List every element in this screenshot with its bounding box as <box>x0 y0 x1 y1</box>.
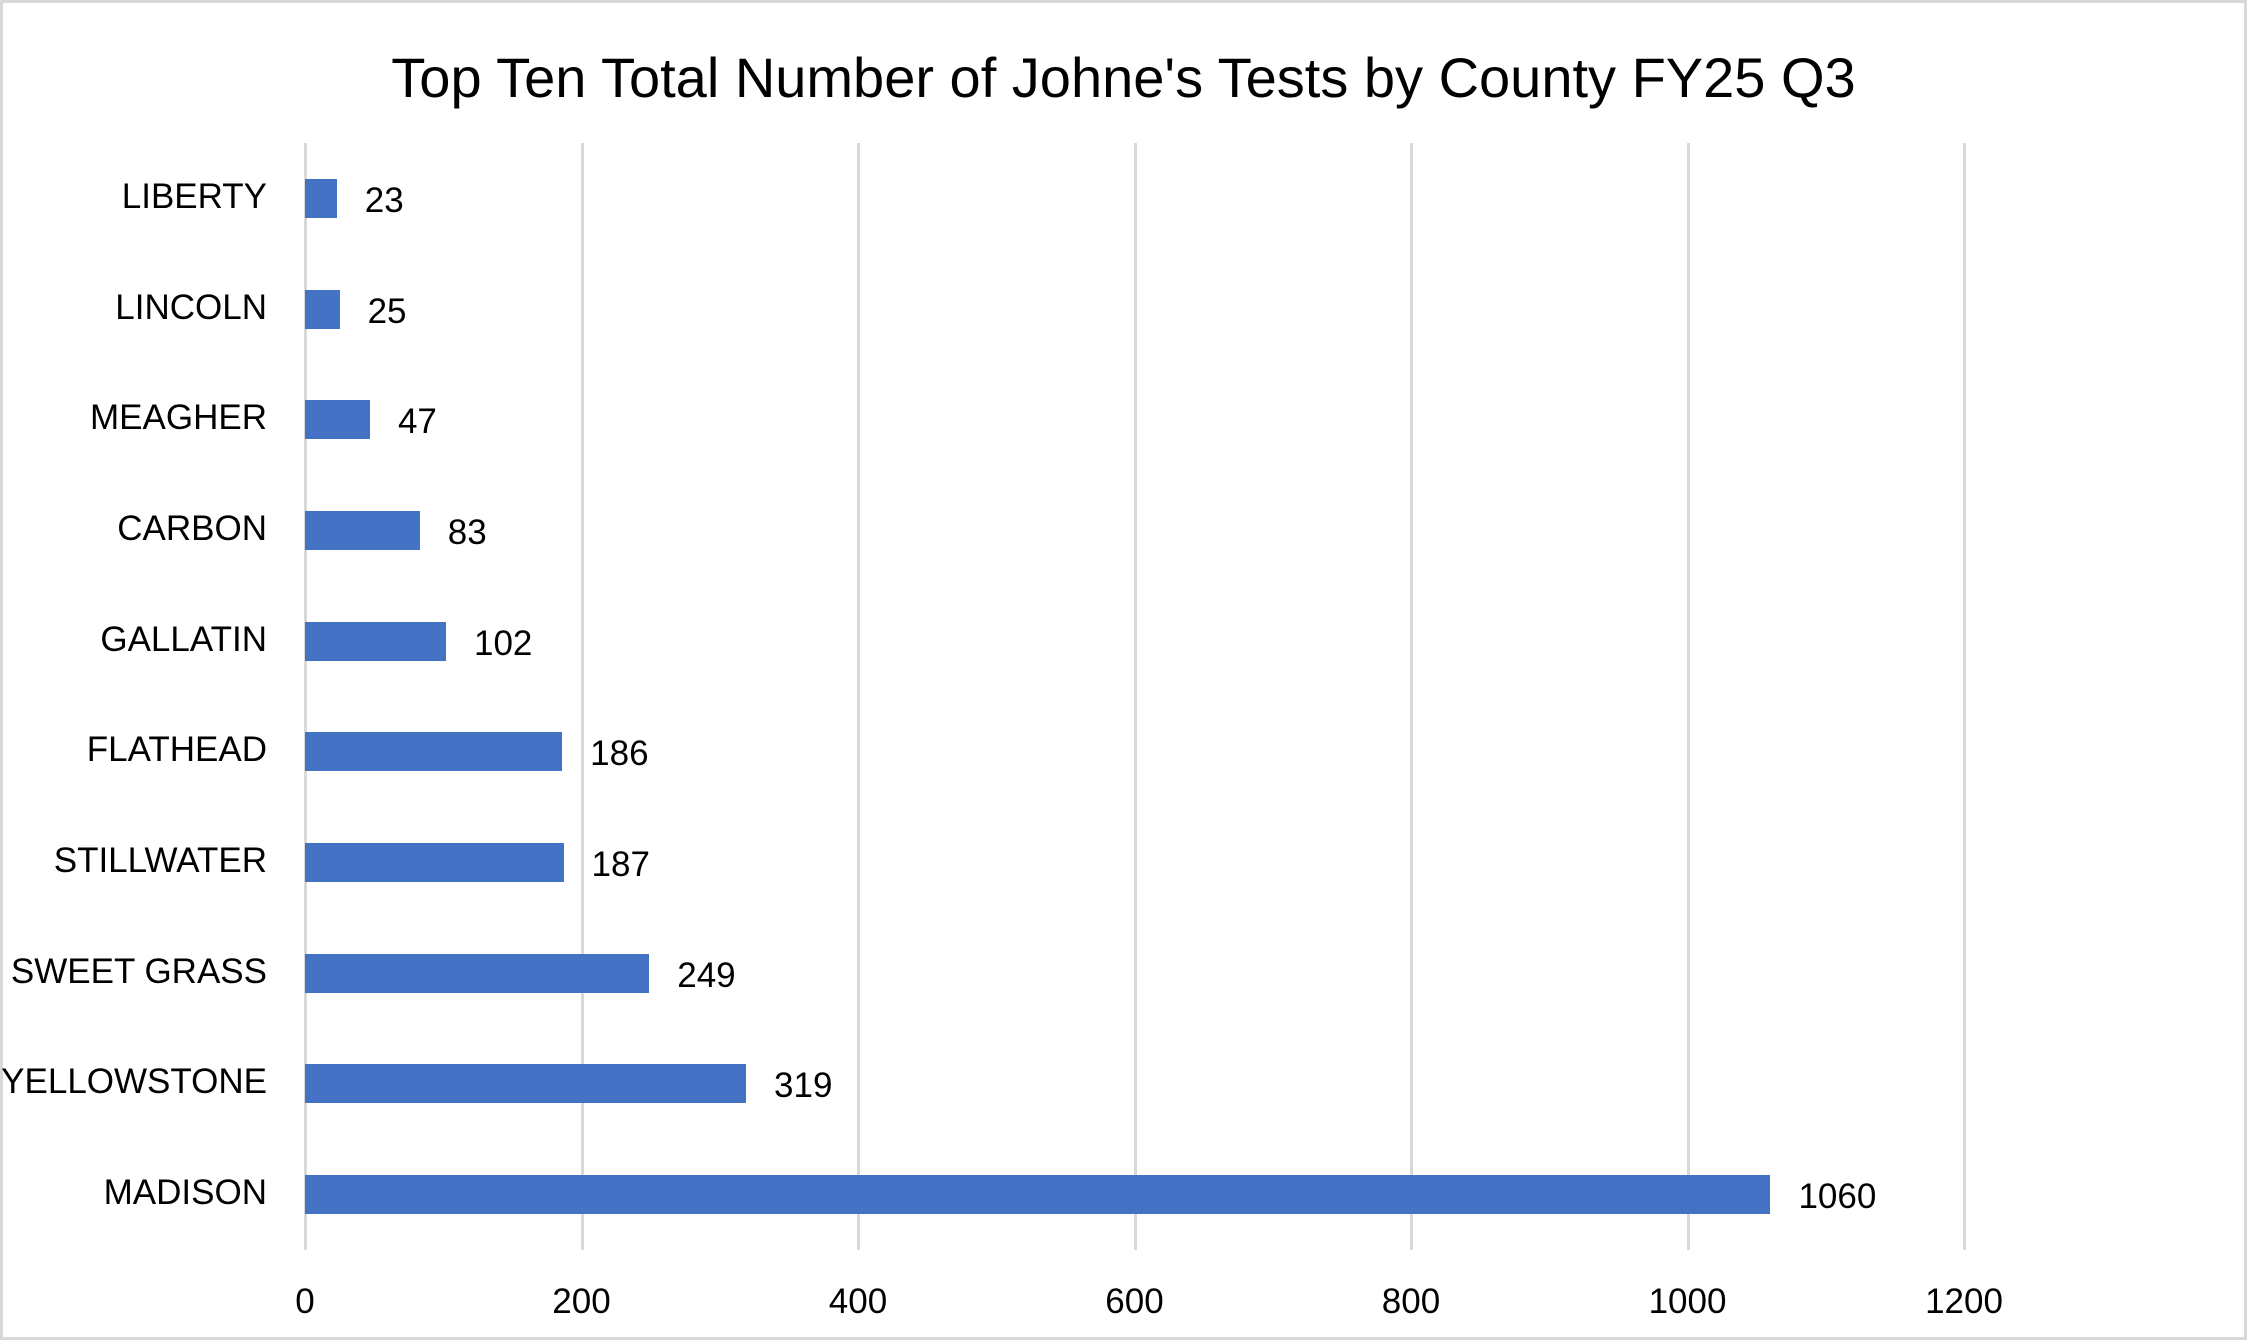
data-label: 319 <box>774 1066 833 1105</box>
category-label: MADISON <box>103 1173 267 1212</box>
x-tick-label: 400 <box>828 1282 888 1321</box>
category-label: GALLATIN <box>100 620 267 659</box>
bar-liberty <box>305 179 337 218</box>
bar-stillwater <box>305 843 564 882</box>
data-label: 23 <box>364 181 404 220</box>
data-label: 1060 <box>1798 1177 1877 1216</box>
chart-title: Top Ten Total Number of Johne's Tests by… <box>391 46 1856 109</box>
x-tick-label: 200 <box>552 1282 611 1321</box>
data-label: 25 <box>367 292 407 331</box>
gridline <box>304 143 307 1250</box>
category-label: LINCOLN <box>115 288 267 327</box>
data-label: 102 <box>474 624 533 663</box>
bar-sweet-grass <box>305 954 650 993</box>
bar-gallatin <box>305 622 446 661</box>
category-label: FLATHEAD <box>86 730 267 769</box>
category-label: YELLOWSTONE <box>1 1062 267 1101</box>
bar-meagher <box>305 400 370 439</box>
plot-area: 23 25 47 83 102 186 187 249 319 1060 <box>304 143 1966 1250</box>
x-tick-label: 1000 <box>1648 1282 1727 1321</box>
data-label: 83 <box>447 513 487 552</box>
data-label: 186 <box>590 734 649 773</box>
category-label: LIBERTY <box>121 177 267 216</box>
x-tick-label: 800 <box>1381 1282 1441 1321</box>
category-label: SWEET GRASS <box>10 952 267 991</box>
bar-flathead <box>305 732 563 771</box>
data-label: 47 <box>397 402 437 441</box>
gridline <box>580 143 584 1250</box>
bar-carbon <box>305 511 420 550</box>
bar-yellowstone <box>305 1064 747 1103</box>
data-label: 249 <box>677 956 736 995</box>
x-tick-label: 1200 <box>1925 1282 2003 1321</box>
gridline <box>1133 143 1137 1250</box>
bar-madison <box>305 1175 1771 1214</box>
gridline <box>1963 143 1966 1250</box>
gridline <box>1686 143 1690 1250</box>
gridline <box>1410 143 1413 1250</box>
category-label: MEAGHER <box>90 398 267 437</box>
x-tick-label: 600 <box>1105 1282 1164 1321</box>
x-tick-label: 0 <box>295 1282 315 1321</box>
data-label: 187 <box>591 845 650 884</box>
gridline <box>857 143 860 1250</box>
bar-lincoln <box>305 290 340 329</box>
category-label: CARBON <box>117 509 267 548</box>
category-label: STILLWATER <box>53 841 267 880</box>
